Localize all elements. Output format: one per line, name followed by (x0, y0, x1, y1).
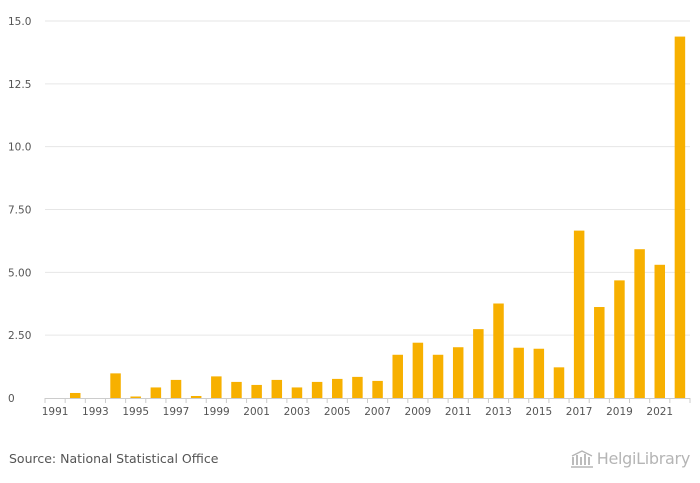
x-tick-label: 2017 (566, 406, 593, 418)
x-tick-label: 2005 (324, 406, 351, 418)
bar (271, 379, 283, 398)
bar (372, 380, 383, 398)
bar (634, 249, 645, 398)
y-tick-label: 5.00 (8, 267, 31, 279)
x-tick-label: 1993 (82, 406, 109, 418)
bar (190, 395, 202, 398)
x-tick-label: 1999 (203, 406, 230, 418)
bar (231, 381, 242, 398)
bar (412, 342, 424, 398)
x-tick-label: 1997 (163, 406, 190, 418)
bar (594, 307, 605, 398)
bar (170, 379, 182, 398)
y-tick-label: 2.50 (8, 330, 31, 342)
bar (533, 348, 545, 398)
bar (392, 354, 403, 398)
y-tick-label: 7.50 (8, 205, 31, 217)
x-tick-label: 1991 (42, 406, 69, 418)
bar (251, 384, 262, 398)
x-tick-label: 2021 (646, 406, 673, 418)
y-tick-label: 15.0 (8, 16, 31, 28)
bar (573, 230, 585, 398)
source-note: Source: National Statistical Office (9, 451, 219, 466)
y-tick-label: 10.0 (8, 142, 31, 154)
bar (493, 303, 504, 398)
brand-logo: HelgiLibrary (570, 449, 690, 468)
x-tick-label: 2011 (445, 406, 472, 418)
bar (332, 378, 343, 398)
brand-name: HelgiLibrary (596, 449, 691, 468)
y-tick-label: 12.5 (8, 79, 31, 91)
bar (674, 36, 686, 398)
library-building-icon (570, 449, 593, 468)
bar (513, 347, 524, 398)
bar (69, 392, 81, 398)
bar (432, 354, 444, 398)
bar (110, 373, 121, 398)
x-tick-label: 2003 (284, 406, 311, 418)
bar (614, 280, 625, 398)
bar (553, 367, 565, 398)
bar-chart: 0 2.50 5.00 7.50 10.0 12.5 15.0 1991 1993 1995 199… (8, 16, 691, 418)
bar (473, 329, 484, 398)
bar (130, 396, 141, 398)
x-tick-label: 2013 (485, 406, 512, 418)
x-tick-label: 2019 (606, 406, 633, 418)
x-tick-label: 2015 (525, 406, 552, 418)
x-tick-label: 2007 (364, 406, 391, 418)
bar (150, 387, 162, 398)
bar (311, 381, 323, 398)
x-tick-label: 2001 (243, 406, 270, 418)
x-tick-label: 2009 (405, 406, 432, 418)
y-tick-label: 0 (8, 393, 15, 405)
bar (352, 376, 363, 398)
bar (291, 387, 303, 398)
bar (211, 376, 222, 398)
x-tick-label: 1995 (122, 406, 149, 418)
bar (654, 264, 666, 398)
bar (452, 347, 464, 398)
